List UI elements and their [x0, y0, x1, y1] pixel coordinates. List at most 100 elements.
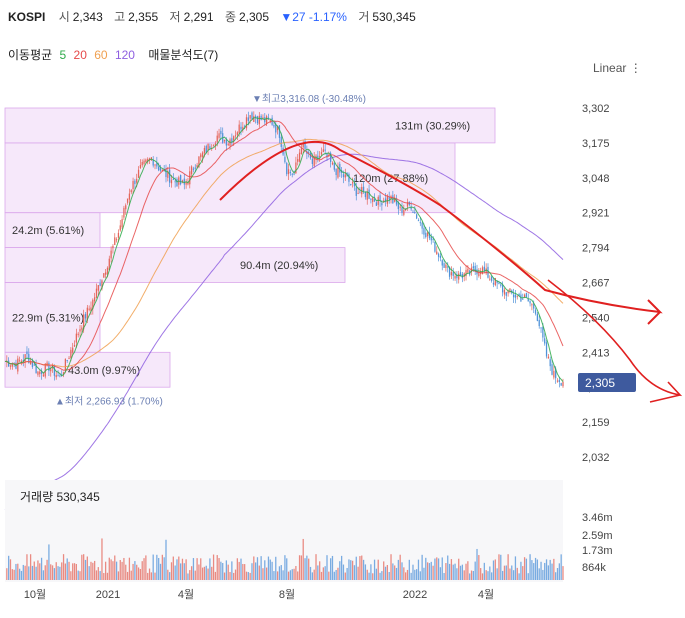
candle-body: [375, 202, 378, 206]
volume-bar: [104, 561, 107, 580]
volume-bar: [366, 569, 368, 580]
ma-60[interactable]: 60: [94, 48, 108, 62]
candle-body: [529, 301, 531, 304]
volume-bar: [8, 555, 10, 580]
candle-body: [525, 293, 528, 298]
volume-bar: [132, 563, 134, 580]
candle-body: [26, 351, 28, 355]
volume-bar: [298, 555, 301, 580]
candle-body: [439, 255, 442, 259]
volume-bar: [6, 568, 8, 580]
candle-body: [284, 156, 286, 163]
volume-bar: [295, 566, 297, 580]
volume-bar: [494, 559, 496, 580]
volume-bar: [117, 571, 120, 580]
candle-body: [37, 371, 39, 375]
volume-bar: [340, 555, 343, 580]
scale-mode-button[interactable]: Linear ⋮: [593, 61, 642, 75]
candle-body: [55, 375, 57, 378]
candle-body: [59, 375, 61, 377]
candle-body: [555, 368, 557, 379]
candle-body: [339, 163, 341, 173]
candle-body: [505, 292, 507, 296]
quote-header: KOSPI 시 2,343 고 2,355 저 2,291 종 2,305 ▼27 -1…: [8, 8, 424, 25]
volume-bar: [426, 562, 429, 580]
ma-120[interactable]: 120: [114, 48, 135, 62]
volume-bar: [423, 567, 425, 580]
volume-bar: [430, 561, 432, 580]
volume-bar: [130, 570, 132, 580]
volume-bar: [481, 573, 484, 580]
candle-body: [452, 272, 454, 276]
volume-bar: [520, 561, 522, 580]
candle-body: [560, 383, 562, 386]
candle-body: [355, 187, 357, 196]
ma-5[interactable]: 5: [59, 48, 67, 62]
moving-average-legend[interactable]: 이동평균 5 20 60 120 매물분석도(7): [8, 46, 222, 63]
volume-bar: [70, 571, 72, 580]
candle-body: [20, 360, 23, 363]
candle-body: [132, 180, 134, 190]
down-arrow-annotation: [547, 279, 683, 403]
ma-20[interactable]: 20: [73, 48, 87, 62]
volume-bar: [11, 569, 13, 580]
candle-body: [64, 358, 67, 371]
candle-body: [233, 136, 235, 141]
candle-body: [134, 180, 136, 185]
candle-body: [172, 179, 174, 181]
volume-bar: [216, 555, 218, 580]
volume-bar: [531, 560, 533, 580]
candle-body: [125, 205, 127, 210]
candle-body: [401, 207, 403, 213]
candle-body: [538, 319, 540, 327]
candle-body: [551, 364, 553, 375]
volume-bar: [225, 560, 228, 580]
candle-body: [518, 293, 520, 297]
candle-body: [95, 288, 98, 298]
volume-bar: [397, 559, 399, 580]
volume-bar: [289, 570, 292, 580]
volume-bar: [68, 561, 70, 580]
volume-bar: [500, 554, 502, 580]
low-label: 저: [169, 10, 181, 24]
candle-body: [218, 133, 220, 138]
candle-body: [156, 162, 158, 167]
candle-body: [262, 117, 264, 119]
candle-body: [540, 327, 542, 329]
candle-body: [44, 363, 46, 377]
candle-body: [534, 309, 537, 314]
candle-body: [117, 232, 120, 238]
candle-body: [200, 154, 202, 158]
volume-profile-label[interactable]: 매물분석도(7): [148, 48, 219, 62]
volume-bar: [469, 573, 471, 580]
volume-bar: [330, 558, 332, 580]
volume-bar: [256, 557, 259, 580]
candle-body: [423, 228, 425, 235]
candle-body: [430, 237, 432, 241]
ma-5-line: [4, 117, 564, 383]
volume-bar: [373, 559, 376, 580]
candle-body: [500, 284, 502, 286]
volume-bar: [161, 554, 163, 580]
volume-bar: [302, 538, 304, 580]
volume-bar: [44, 565, 46, 580]
candle-body: [225, 139, 228, 146]
volume-bar: [441, 557, 443, 580]
symbol[interactable]: KOSPI: [8, 10, 46, 24]
volume-bar: [167, 569, 169, 580]
volume-bar: [388, 572, 390, 580]
candle-body: [57, 375, 59, 377]
volume-bar: [79, 571, 81, 580]
volume-bar: [15, 563, 17, 580]
candle-body: [302, 143, 304, 148]
volume-bar: [392, 563, 394, 580]
volume-tick-label: 1.73m: [582, 545, 613, 557]
candle-body: [317, 155, 319, 159]
volume-bar: [88, 566, 90, 580]
volume-bar: [434, 558, 436, 580]
volume-bar: [412, 564, 414, 580]
volume-bar: [309, 566, 312, 580]
volume-bar: [99, 571, 101, 580]
candle-body: [223, 139, 226, 142]
